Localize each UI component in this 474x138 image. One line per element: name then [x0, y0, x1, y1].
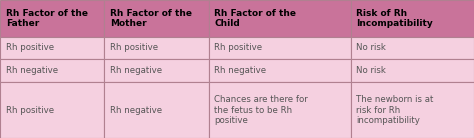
FancyBboxPatch shape	[209, 37, 351, 59]
Text: The newborn is at
risk for Rh
incompatibility: The newborn is at risk for Rh incompatib…	[356, 95, 434, 125]
Text: No risk: No risk	[356, 66, 386, 75]
Text: Rh Factor of the
Mother: Rh Factor of the Mother	[110, 9, 192, 28]
Text: Rh negative: Rh negative	[110, 66, 162, 75]
FancyBboxPatch shape	[209, 59, 351, 82]
FancyBboxPatch shape	[0, 0, 104, 37]
FancyBboxPatch shape	[104, 37, 209, 59]
Text: Rh positive: Rh positive	[6, 43, 54, 52]
Text: Rh Factor of the
Child: Rh Factor of the Child	[214, 9, 296, 28]
FancyBboxPatch shape	[0, 82, 104, 138]
FancyBboxPatch shape	[351, 59, 474, 82]
Text: Chances are there for
the fetus to be Rh
positive: Chances are there for the fetus to be Rh…	[214, 95, 308, 125]
Text: No risk: No risk	[356, 43, 386, 52]
FancyBboxPatch shape	[104, 0, 209, 37]
Text: Rh negative: Rh negative	[6, 66, 58, 75]
Text: Rh negative: Rh negative	[110, 106, 162, 115]
FancyBboxPatch shape	[0, 59, 104, 82]
Text: Risk of Rh
Incompatibility: Risk of Rh Incompatibility	[356, 9, 433, 28]
Text: Rh positive: Rh positive	[214, 43, 263, 52]
FancyBboxPatch shape	[104, 82, 209, 138]
FancyBboxPatch shape	[209, 82, 351, 138]
Text: Rh positive: Rh positive	[110, 43, 158, 52]
FancyBboxPatch shape	[351, 0, 474, 37]
FancyBboxPatch shape	[351, 37, 474, 59]
Text: Rh positive: Rh positive	[6, 106, 54, 115]
FancyBboxPatch shape	[209, 0, 351, 37]
Text: Rh negative: Rh negative	[214, 66, 266, 75]
FancyBboxPatch shape	[104, 59, 209, 82]
FancyBboxPatch shape	[0, 37, 104, 59]
Text: Rh Factor of the
Father: Rh Factor of the Father	[6, 9, 88, 28]
FancyBboxPatch shape	[351, 82, 474, 138]
